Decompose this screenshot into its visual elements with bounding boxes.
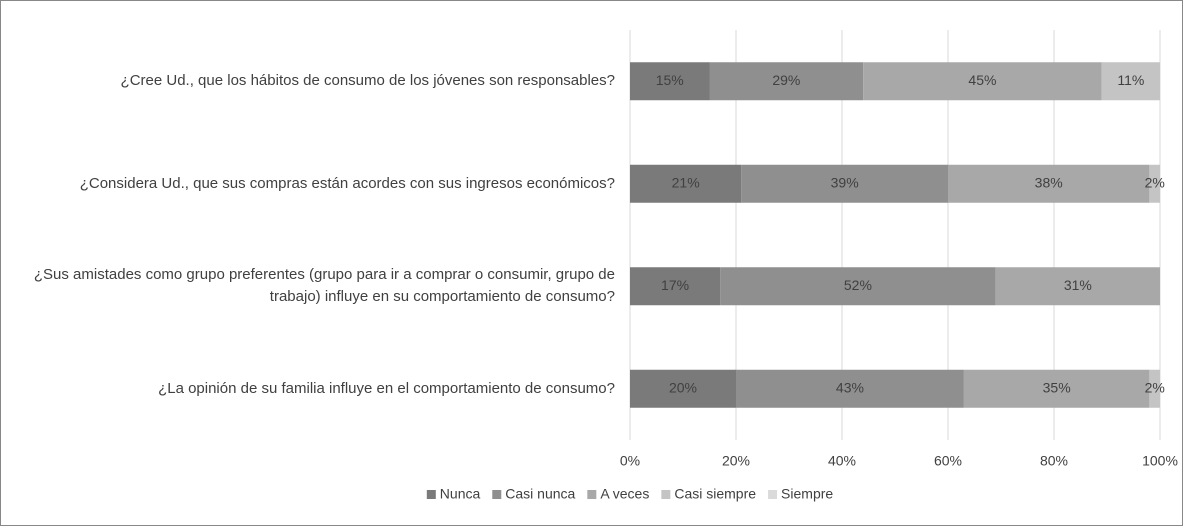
- legend-item: A veces: [587, 486, 649, 502]
- data-label: 15%: [656, 72, 684, 88]
- data-label: 2%: [1145, 379, 1165, 395]
- bar-segment: [630, 369, 736, 408]
- bar-segment: [630, 267, 721, 306]
- legend-item: Casi nunca: [492, 486, 576, 502]
- data-label: 43%: [836, 379, 864, 395]
- data-label: 29%: [772, 72, 800, 88]
- bar-segment: [736, 369, 964, 408]
- data-label: 45%: [968, 72, 996, 88]
- bar-segment: [720, 267, 996, 306]
- data-label: 52%: [844, 277, 872, 293]
- x-tick-label: 80%: [1040, 453, 1068, 469]
- legend-item: Nunca: [426, 486, 481, 502]
- data-label: 31%: [1064, 277, 1092, 293]
- category-label: ¿Considera Ud., que sus compras están ac…: [79, 174, 615, 192]
- legend-swatch: [587, 490, 597, 499]
- bar-segment: [948, 164, 1150, 203]
- data-label: 35%: [1043, 379, 1071, 395]
- bar-segment: [709, 62, 864, 101]
- legend-label: Casi nunca: [505, 486, 575, 502]
- data-label: 21%: [672, 174, 700, 190]
- data-label: 2%: [1145, 174, 1165, 190]
- legend-swatch: [426, 490, 436, 499]
- legend-label: Casi siempre: [674, 486, 756, 502]
- bar-segment: [630, 62, 710, 101]
- data-label: 20%: [669, 379, 697, 395]
- x-tick-label: 60%: [934, 453, 962, 469]
- x-tick-label: 20%: [722, 453, 750, 469]
- legend-label: Nunca: [440, 486, 481, 502]
- x-tick-label: 100%: [1142, 453, 1178, 469]
- bar-segment: [1149, 369, 1160, 408]
- bar-segment: [741, 164, 948, 203]
- category-label: ¿La opinión de su familia influye en el …: [158, 379, 615, 397]
- x-tick-label: 0%: [620, 453, 640, 469]
- bar-segment: [863, 62, 1102, 101]
- bar-segment: [995, 267, 1160, 306]
- legend-item: Siempre: [768, 486, 833, 502]
- bar-segment: [630, 164, 742, 203]
- data-label: 11%: [1117, 72, 1144, 88]
- category-label: ¿Sus amistades como grupo preferentes (g…: [33, 266, 615, 306]
- legend-label: A veces: [600, 486, 649, 502]
- data-label: 38%: [1035, 174, 1063, 190]
- legend-label: Siempre: [781, 486, 833, 502]
- legend-swatch: [492, 490, 502, 499]
- bar-segment: [1149, 164, 1160, 203]
- category-label: ¿Cree Ud., que los hábitos de consumo de…: [120, 72, 615, 90]
- data-label: 17%: [661, 277, 689, 293]
- x-tick-label: 40%: [828, 453, 856, 469]
- legend-swatch: [768, 490, 778, 499]
- data-label: 39%: [831, 174, 859, 190]
- legend-item: Casi siempre: [661, 486, 756, 502]
- legend-swatch: [661, 490, 671, 499]
- bar-segment: [963, 369, 1150, 408]
- bar-segment: [1101, 62, 1160, 101]
